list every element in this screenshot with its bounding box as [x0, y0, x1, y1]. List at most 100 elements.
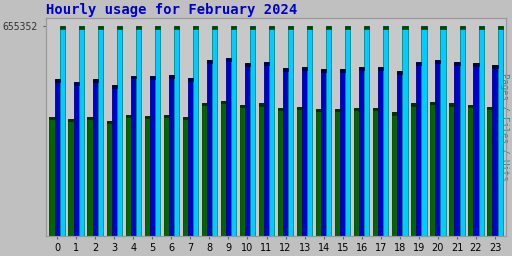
Bar [259, 103, 264, 106]
Bar [183, 116, 188, 236]
Bar [174, 26, 179, 29]
Bar [49, 117, 54, 119]
Bar [278, 108, 283, 111]
Bar [365, 26, 370, 236]
Bar [449, 103, 454, 236]
Bar [416, 62, 421, 236]
Bar [283, 68, 288, 236]
Bar [359, 67, 365, 236]
Bar [144, 115, 150, 118]
Bar [340, 69, 345, 71]
Bar [131, 76, 136, 236]
Bar [49, 117, 54, 236]
Bar [378, 67, 383, 236]
Bar [212, 26, 217, 29]
Bar [383, 26, 389, 29]
Bar [207, 60, 212, 236]
Bar [221, 101, 226, 103]
Bar [188, 78, 193, 81]
Bar [416, 62, 421, 65]
Bar [288, 26, 293, 236]
Bar [226, 58, 231, 61]
Bar [474, 63, 479, 67]
Bar [421, 26, 426, 236]
Bar [487, 106, 493, 109]
Bar [449, 103, 454, 106]
Bar [188, 78, 193, 236]
Bar [131, 76, 136, 78]
Bar [60, 26, 65, 236]
Bar [302, 67, 307, 236]
Bar [440, 26, 445, 236]
Bar [125, 115, 131, 236]
Bar [93, 79, 98, 82]
Bar [474, 63, 479, 236]
Bar [240, 105, 245, 236]
Bar [69, 119, 74, 236]
Bar [98, 26, 103, 236]
Bar [316, 109, 321, 111]
Bar [231, 26, 236, 236]
Bar [297, 107, 302, 236]
Bar [112, 85, 117, 236]
Bar [479, 26, 484, 29]
Bar [259, 103, 264, 236]
Bar [435, 60, 440, 63]
Bar [193, 26, 198, 29]
Bar [402, 26, 408, 29]
Bar [345, 26, 350, 236]
Bar [454, 62, 459, 236]
Bar [88, 117, 93, 236]
Bar [430, 102, 435, 236]
Bar [155, 26, 160, 236]
Bar [430, 102, 435, 104]
Bar [250, 26, 255, 29]
Bar [193, 26, 198, 236]
Bar [226, 58, 231, 236]
Bar [98, 26, 103, 29]
Bar [221, 101, 226, 236]
Bar [164, 115, 169, 236]
Bar [202, 103, 207, 105]
Bar [479, 26, 484, 236]
Bar [79, 26, 84, 236]
Bar [307, 26, 312, 29]
Bar [60, 26, 65, 29]
Bar [383, 26, 389, 236]
Bar [498, 26, 503, 236]
Bar [74, 82, 79, 85]
Bar [269, 26, 274, 29]
Bar [54, 79, 60, 82]
Bar [493, 65, 498, 236]
Bar [397, 71, 402, 74]
Bar [117, 26, 122, 29]
Bar [326, 26, 331, 29]
Bar [354, 108, 359, 111]
Bar [264, 62, 269, 65]
Bar [392, 112, 397, 236]
Bar [183, 116, 188, 119]
Bar [435, 60, 440, 236]
Bar [421, 26, 426, 29]
Bar [269, 26, 274, 236]
Bar [378, 67, 383, 70]
Bar [354, 108, 359, 236]
Bar [136, 26, 141, 29]
Bar [288, 26, 293, 29]
Y-axis label: Pages / Files / Hits: Pages / Files / Hits [500, 73, 509, 180]
Bar [264, 62, 269, 236]
Bar [231, 26, 236, 29]
Bar [468, 105, 474, 107]
Bar [150, 76, 155, 79]
Bar [307, 26, 312, 236]
Bar [245, 63, 250, 66]
Bar [69, 119, 74, 121]
Bar [316, 109, 321, 236]
Bar [321, 69, 326, 71]
Bar [397, 71, 402, 236]
Bar [459, 26, 465, 29]
Bar [74, 82, 79, 236]
Bar [117, 26, 122, 236]
Bar [169, 75, 174, 78]
Bar [345, 26, 350, 29]
